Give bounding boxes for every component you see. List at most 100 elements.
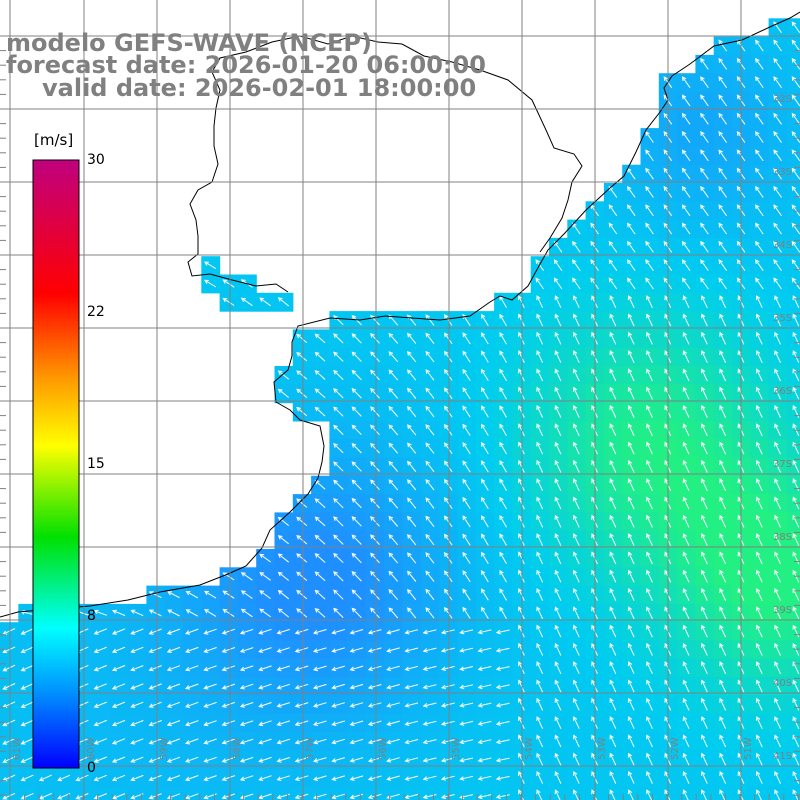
wind-arrow: [755, 642, 763, 656]
wind-arrow: [111, 683, 126, 690]
wind-speed-cell: [786, 549, 800, 568]
wind-arrow: [791, 21, 800, 34]
wind-arrow: [477, 757, 492, 763]
wind-arrow: [554, 404, 562, 418]
wind-arrow: [553, 240, 563, 253]
wind-arrow: [609, 624, 617, 638]
wind-arrow: [682, 496, 690, 510]
wind-arrow: [755, 441, 763, 455]
wind-arrow: [425, 460, 435, 473]
wind-arrow: [2, 683, 16, 690]
wind-arrow: [221, 628, 236, 635]
wind-arrow: [536, 679, 544, 693]
wind-arrow: [774, 661, 781, 675]
wind-arrow: [719, 368, 727, 382]
wind-arrow: [627, 551, 635, 565]
wind-arrow: [314, 479, 326, 490]
wind-arrow: [388, 351, 399, 363]
wind-arrow: [755, 131, 764, 143]
wind-arrow: [572, 514, 580, 528]
wind-arrow: [370, 406, 380, 417]
wind-arrow: [791, 131, 800, 143]
wind-arrow: [370, 570, 380, 582]
wind-arrow: [608, 277, 618, 290]
wind-arrow: [609, 642, 617, 656]
wind-arrow: [425, 387, 435, 399]
latitude-label: 41S: [773, 751, 792, 762]
wind-arrow: [609, 368, 617, 382]
wind-arrow: [792, 459, 800, 473]
wind-arrow: [774, 752, 781, 766]
wind-arrow: [554, 551, 562, 565]
wind-arrow: [370, 607, 380, 619]
wind-arrow: [294, 738, 309, 745]
wind-arrow: [700, 240, 709, 253]
wind-arrow: [609, 478, 617, 492]
wind-arrow: [701, 423, 708, 437]
wind-arrow: [755, 295, 763, 309]
wind-arrow: [388, 460, 399, 472]
wind-arrow: [774, 331, 781, 345]
wind-arrow: [239, 683, 254, 690]
wind-arrow: [627, 734, 635, 748]
wind-arrow: [462, 423, 471, 436]
wind-arrow: [185, 738, 199, 745]
wind-arrow: [681, 149, 691, 162]
wind-arrow: [755, 167, 764, 180]
wind-arrow: [553, 277, 563, 290]
wind-arrow: [477, 684, 492, 690]
wind-arrow: [755, 277, 764, 290]
wind-arrow: [627, 679, 635, 693]
wind-arrow: [221, 647, 236, 653]
wind-arrow: [93, 738, 107, 745]
wind-arrow: [462, 387, 471, 400]
wind-arrow: [167, 609, 180, 617]
wind-arrow: [755, 752, 763, 766]
wind-arrow: [572, 459, 580, 473]
wind-arrow: [646, 679, 653, 693]
wind-arrow: [481, 368, 489, 381]
wind-arrow: [351, 406, 362, 417]
wind-arrow: [425, 350, 435, 363]
wind-arrow: [773, 76, 782, 88]
wind-arrow: [239, 756, 254, 763]
wind-arrow: [609, 661, 617, 675]
wind-arrow: [681, 94, 691, 107]
wind-arrow: [407, 497, 417, 509]
wind-arrow: [367, 702, 382, 708]
wind-arrow: [682, 661, 690, 675]
wind-arrow: [791, 167, 800, 180]
wind-arrow: [185, 683, 199, 690]
wind-arrow: [203, 647, 217, 653]
wind-arrow: [554, 441, 562, 455]
wind-arrow: [203, 775, 217, 782]
wind-arrow: [477, 666, 492, 671]
wind-arrow: [627, 697, 635, 711]
wind-arrow: [554, 624, 562, 638]
wind-arrow: [700, 76, 709, 88]
wind-arrow: [682, 331, 690, 345]
wind-arrow: [221, 665, 236, 672]
wind-arrow: [609, 551, 617, 565]
wind-arrow: [627, 496, 635, 510]
wind-arrow: [554, 679, 562, 693]
wind-arrow: [93, 683, 107, 690]
wind-arrow: [351, 607, 362, 619]
wind-arrow: [130, 609, 144, 617]
wind-arrow: [572, 716, 580, 729]
wind-arrow: [701, 478, 708, 492]
wind-arrow: [277, 388, 290, 398]
wind-arrow: [645, 240, 654, 253]
wind-arrow: [333, 552, 344, 564]
wind-arrow: [367, 720, 382, 726]
wind-arrow: [331, 793, 345, 800]
wind-arrow: [148, 646, 162, 653]
wind-arrow: [755, 606, 763, 620]
wind-arrow: [370, 589, 380, 600]
wind-arrow: [333, 589, 344, 600]
wind-arrow: [719, 569, 727, 583]
wind-arrow: [351, 534, 362, 545]
longitude-label: 55W: [451, 737, 462, 760]
wind-speed-cell: [786, 292, 800, 312]
wind-arrow: [386, 684, 400, 690]
